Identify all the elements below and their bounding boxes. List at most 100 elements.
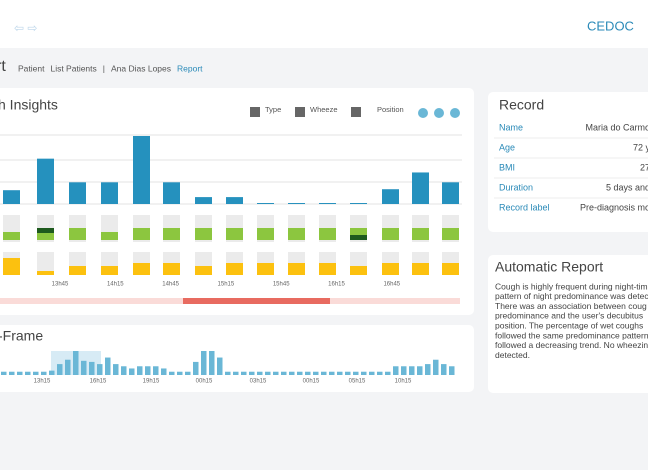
frame-bar bbox=[41, 371, 47, 375]
frame-bar bbox=[209, 351, 215, 375]
toggle-label: Type bbox=[265, 105, 281, 114]
position-bar bbox=[382, 263, 399, 275]
bar bbox=[101, 182, 118, 204]
record-value: 5 days and bbox=[606, 182, 648, 192]
back-arrow[interactable]: ⇦ ⇨ bbox=[14, 21, 37, 35]
frame-bar bbox=[249, 371, 255, 375]
wheeze-bar bbox=[133, 228, 150, 240]
bar bbox=[226, 197, 243, 204]
frame-bar bbox=[217, 357, 223, 375]
record-label: Name bbox=[499, 122, 523, 132]
record-value: Pre-diagnosis mo bbox=[580, 202, 648, 212]
checkbox[interactable] bbox=[351, 107, 361, 117]
frame-bar bbox=[9, 371, 15, 375]
breadcrumb-item[interactable]: Ana Dias Lopes bbox=[111, 63, 171, 73]
frame-bar bbox=[161, 368, 167, 375]
wheeze-bar bbox=[195, 228, 212, 240]
bar bbox=[350, 203, 367, 204]
frame-bar bbox=[337, 371, 343, 375]
frame-bar bbox=[377, 371, 383, 375]
wheeze-bar bbox=[226, 228, 243, 240]
breadcrumb-item[interactable]: Report bbox=[177, 63, 203, 73]
frame-tick-label: 19h15 bbox=[143, 379, 160, 385]
frame-bar bbox=[345, 371, 351, 375]
record-card bbox=[488, 92, 648, 232]
frame-tick-label: 00h15 bbox=[196, 379, 213, 385]
pause-button[interactable] bbox=[434, 108, 444, 118]
record-label: Age bbox=[499, 142, 515, 152]
frame-bar bbox=[409, 366, 415, 375]
bar bbox=[288, 203, 305, 204]
report-title: Automatic Report bbox=[495, 259, 603, 275]
x-tick-label: 16h15 bbox=[328, 282, 345, 288]
position-bar bbox=[195, 266, 212, 275]
breadcrumb-item[interactable]: List Patients bbox=[50, 63, 96, 73]
bar bbox=[412, 172, 429, 204]
frame-bar bbox=[425, 364, 431, 375]
position-bar bbox=[163, 263, 180, 275]
wheeze-bar bbox=[101, 232, 118, 240]
frame-bar bbox=[289, 371, 295, 375]
bar bbox=[133, 135, 150, 204]
frame-bar bbox=[241, 371, 247, 375]
report-line: detected. bbox=[495, 350, 530, 360]
frame-bar bbox=[369, 371, 375, 375]
frame-bar bbox=[305, 371, 311, 375]
play-button[interactable] bbox=[418, 108, 428, 118]
wheeze-bar bbox=[257, 228, 274, 240]
frame-bar bbox=[65, 359, 71, 375]
frame-bar bbox=[137, 366, 143, 375]
frame-bar bbox=[329, 371, 335, 375]
frame-bar bbox=[33, 371, 39, 375]
frame-bar bbox=[385, 371, 391, 375]
position-bar bbox=[133, 263, 150, 275]
wet-marker bbox=[350, 235, 367, 240]
checkbox[interactable] bbox=[295, 107, 305, 117]
wheeze-bar bbox=[382, 228, 399, 240]
report-card bbox=[488, 255, 648, 393]
position-bar bbox=[442, 263, 459, 275]
frame-bar bbox=[121, 366, 127, 375]
page-title: rt bbox=[0, 58, 6, 75]
frame-bar bbox=[265, 371, 271, 375]
frame-bar bbox=[257, 371, 263, 375]
record-label: Record label bbox=[499, 202, 550, 212]
frame-bar bbox=[193, 361, 199, 375]
position-bar bbox=[288, 263, 305, 275]
x-tick-label: 14h45 bbox=[162, 282, 179, 288]
report-line: Cough is highly frequent during night-ti… bbox=[495, 281, 648, 291]
wheeze-bar bbox=[412, 228, 429, 240]
frame-tick-label: 03h15 bbox=[250, 379, 267, 385]
report-line: position. The percentage of wet coughs bbox=[495, 320, 643, 330]
breadcrumb-item[interactable]: Patient bbox=[18, 63, 45, 73]
breadcrumb-item[interactable]: | bbox=[103, 63, 105, 73]
checkbox[interactable] bbox=[250, 107, 260, 117]
position-bar bbox=[319, 263, 336, 275]
frame-bar bbox=[361, 371, 367, 375]
position-bar bbox=[350, 266, 367, 275]
report-line: followed a decreasing trend. No wheezin bbox=[495, 340, 648, 350]
frame-bar bbox=[1, 371, 7, 375]
toggle-label: Position bbox=[377, 105, 404, 114]
wheeze-bar bbox=[319, 228, 336, 240]
x-tick-label: 15h45 bbox=[273, 282, 290, 288]
frame-tick-label: 05h15 bbox=[349, 379, 366, 385]
frame-bar bbox=[201, 351, 207, 375]
stop-button[interactable] bbox=[450, 108, 460, 118]
frame-bar bbox=[417, 366, 423, 375]
bar bbox=[319, 203, 336, 204]
frame-title: -Frame bbox=[0, 328, 43, 344]
record-value: 72 y bbox=[633, 142, 648, 152]
bar bbox=[69, 182, 86, 204]
frame-bar bbox=[105, 357, 111, 375]
record-value: Maria do Carmo bbox=[585, 122, 648, 132]
bar bbox=[3, 190, 20, 204]
bar bbox=[382, 189, 399, 204]
timeline-selection[interactable] bbox=[183, 298, 330, 304]
frame-bar bbox=[297, 371, 303, 375]
frame-bar bbox=[57, 364, 63, 375]
x-tick-label: 16h45 bbox=[383, 282, 400, 288]
report-line: predominance and the user's decubitus bbox=[495, 311, 643, 321]
wheeze-bar bbox=[163, 228, 180, 240]
frame-tick-label: 13h15 bbox=[34, 379, 51, 385]
